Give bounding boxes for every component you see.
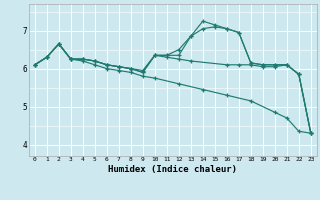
X-axis label: Humidex (Indice chaleur): Humidex (Indice chaleur) — [108, 165, 237, 174]
